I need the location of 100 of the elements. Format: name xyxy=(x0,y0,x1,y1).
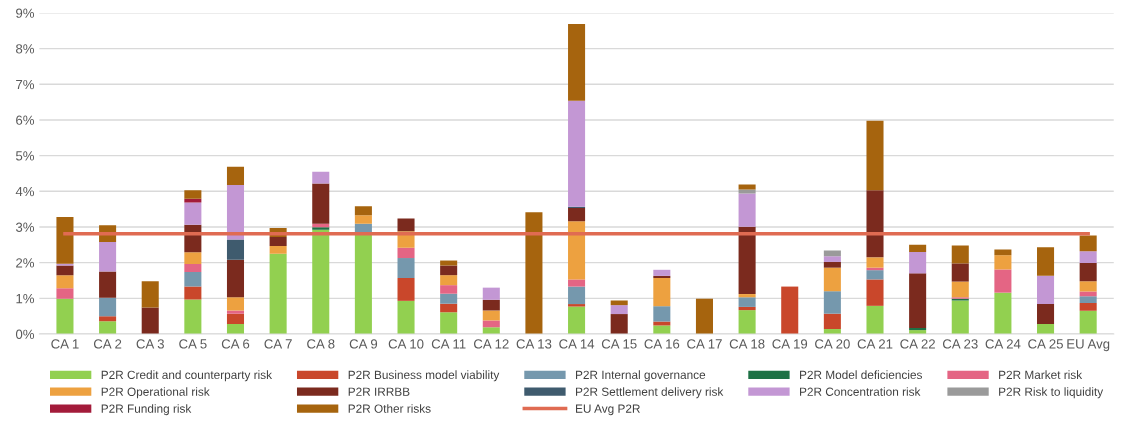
x-tick-label: CA 16 xyxy=(644,339,680,349)
bar xyxy=(99,241,117,272)
bar xyxy=(440,285,458,294)
bar xyxy=(56,288,74,299)
bar xyxy=(56,265,74,276)
y-tick-label: 9% xyxy=(16,8,35,18)
bar xyxy=(482,299,500,311)
bar xyxy=(653,325,671,335)
bar xyxy=(909,251,927,274)
bar xyxy=(653,306,671,322)
x-tick-label: CA 22 xyxy=(900,339,935,349)
bar xyxy=(99,297,117,317)
bar xyxy=(312,183,330,224)
bar xyxy=(226,310,245,314)
bar xyxy=(653,278,671,307)
bar xyxy=(738,310,756,335)
legend-label: P2R Internal governance xyxy=(576,370,706,382)
bar xyxy=(866,279,884,306)
bar xyxy=(1079,251,1097,264)
bar xyxy=(99,271,117,298)
bar xyxy=(951,245,969,264)
bar xyxy=(1079,296,1097,303)
bar xyxy=(397,278,415,301)
bar xyxy=(184,252,202,265)
legend-label: P2R Concentration risk xyxy=(800,387,921,396)
x-tick-label: CA 2 xyxy=(93,339,122,349)
legend-label: P2R Funding risk xyxy=(101,404,192,416)
bar xyxy=(184,271,202,287)
bar xyxy=(482,310,500,321)
bar xyxy=(141,281,159,308)
bar xyxy=(653,269,671,276)
bar xyxy=(482,320,500,328)
legend-label: P2R IRRBB xyxy=(348,387,410,396)
bar xyxy=(994,269,1012,293)
bar xyxy=(184,299,202,335)
bar xyxy=(738,226,756,295)
bar xyxy=(568,208,586,222)
x-tick-label: CA 21 xyxy=(857,339,893,349)
bar xyxy=(1079,263,1097,282)
bar xyxy=(440,293,458,304)
bar xyxy=(269,253,287,335)
bar xyxy=(1079,302,1097,311)
bar xyxy=(56,298,74,335)
y-tick-label: 7% xyxy=(16,79,35,90)
bar xyxy=(866,257,884,268)
bar xyxy=(823,267,841,292)
bar xyxy=(440,275,458,286)
x-tick-label: CA 1 xyxy=(51,339,79,349)
bar xyxy=(568,100,586,207)
x-tick-label: CA 9 xyxy=(349,339,378,349)
bar xyxy=(184,202,202,225)
bar xyxy=(738,184,756,190)
bar xyxy=(823,291,841,314)
bar xyxy=(312,227,330,230)
bar xyxy=(397,247,415,259)
bar xyxy=(56,275,74,289)
bar xyxy=(738,193,756,227)
bar xyxy=(738,306,756,311)
x-tick-label: CA 23 xyxy=(942,339,978,349)
y-tick-label: 3% xyxy=(15,222,35,232)
legend-label: P2R Other risks xyxy=(348,404,431,413)
bar xyxy=(482,287,500,300)
legend-label: P2R Credit and counterparty risk xyxy=(101,370,273,382)
bar xyxy=(226,297,245,311)
legend-label: P2R Market risk xyxy=(999,370,1083,380)
bar xyxy=(525,212,543,335)
bar xyxy=(823,313,841,330)
bar xyxy=(951,281,969,298)
bar xyxy=(1037,304,1055,325)
bar xyxy=(1079,235,1097,252)
x-tick-label: CA 8 xyxy=(307,339,335,349)
bar xyxy=(738,297,756,307)
bar xyxy=(568,306,586,335)
bar xyxy=(610,305,628,315)
bar xyxy=(994,292,1012,335)
bar xyxy=(610,314,628,335)
bar xyxy=(866,190,884,258)
bar xyxy=(312,229,330,335)
y-tick-label: 4% xyxy=(15,186,35,197)
y-tick-label: 6% xyxy=(16,115,35,125)
bar xyxy=(184,264,202,272)
bar xyxy=(568,304,586,307)
x-tick-label: CA 15 xyxy=(601,339,637,349)
bar xyxy=(440,265,458,276)
bar xyxy=(1079,281,1097,292)
x-tick-label: CA 14 xyxy=(559,339,595,349)
x-tick-label: EU Avg xyxy=(1067,339,1110,352)
bar xyxy=(823,261,841,268)
bar xyxy=(568,23,586,101)
bar xyxy=(354,233,372,335)
bar xyxy=(909,273,927,328)
bar xyxy=(440,303,458,313)
legend-label: P2R Settlement delivery risk xyxy=(576,387,724,399)
bar xyxy=(994,249,1012,256)
bar xyxy=(397,300,415,335)
x-tick-label: CA 25 xyxy=(1028,339,1063,349)
bar xyxy=(99,321,117,335)
bar xyxy=(226,239,245,260)
bar xyxy=(695,298,713,335)
x-tick-label: CA 10 xyxy=(388,339,424,349)
